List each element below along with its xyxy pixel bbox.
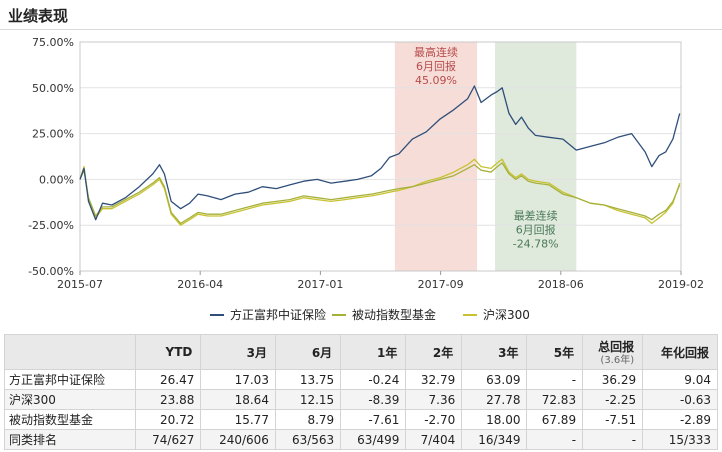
annotation-band [495, 42, 577, 271]
x-tick-label: 2018-06 [538, 278, 584, 291]
table-cell: - [526, 429, 584, 450]
table-cell: 9.04 [642, 369, 718, 390]
table-cell: 13.75 [274, 369, 342, 390]
annotation-label: 45.09% [415, 74, 457, 87]
table-header-cell: 3年 [461, 334, 528, 370]
y-tick-label: 25.00% [32, 128, 74, 141]
table-cell: 63/563 [274, 429, 342, 450]
annotation-label: 6月回报 [516, 223, 556, 237]
legend-swatch [210, 313, 224, 316]
table-cell: 240/606 [200, 429, 276, 450]
x-tick-label: 2016-04 [177, 278, 223, 291]
legend-item[interactable]: 方正富邦中证保险 [210, 306, 326, 323]
legend-label: 方正富邦中证保险 [230, 308, 327, 322]
table-cell: -8.39 [340, 389, 407, 410]
table-row: 沪深300 23.88 18.64 12.15 -8.39 7.36 27.78 72.83-… [3, 389, 718, 410]
table-cell: 23.88 [135, 389, 202, 410]
legend-label: 被动指数型基金 [352, 308, 437, 322]
legend-item[interactable]: 被动指数型基金 [332, 306, 436, 323]
legend-swatch [332, 313, 346, 316]
table-row: 方正富邦中证保险 26.47 17.03 13.75 -0.24 32.79 63.09-3… [3, 369, 718, 390]
table-cell: -0.63 [642, 389, 718, 410]
table-header-cell: 总回报 (3.6年) [582, 334, 644, 370]
table-cell: 方正富邦中证保险 [3, 369, 137, 390]
plot-frame [79, 41, 682, 272]
table-cell: 26.47 [135, 369, 202, 390]
x-tick-label: 2017-01 [297, 278, 343, 291]
section-title: 业绩表现 [8, 7, 69, 25]
table-cell: 20.72 [135, 409, 202, 430]
table-cell: 18.00 [461, 409, 528, 430]
table-cell: 36.29 [582, 369, 644, 390]
table-cell: 16/349 [461, 429, 528, 450]
table-cell: 74/627 [135, 429, 202, 450]
table-cell: 7/404 [405, 429, 463, 450]
legend-label: 沪深300 [483, 308, 530, 322]
series-line [79, 85, 681, 221]
y-tick-label: -50.00% [28, 265, 74, 278]
table-cell: 被动指数型基金 [3, 409, 137, 430]
table-row: 同类排名 74/627 240/606 63/563 63/499 7/404 16/349… [3, 429, 718, 450]
table-cell: - [582, 429, 644, 450]
table-cell: 8.79 [274, 409, 342, 430]
y-tick-label: 75.00% [32, 36, 74, 49]
table-cell: -2.25 [582, 389, 644, 410]
table-body: 方正富邦中证保险 26.47 17.03 13.75 -0.24 32.79 63.09-3… [3, 369, 718, 450]
table-cell: -7.51 [582, 409, 644, 430]
performance-chart: 75.00%50.00%25.00%0.00%-25.00%-50.00%201… [28, 36, 704, 291]
y-tick-label: 50.00% [32, 82, 74, 95]
table-cell: 32.79 [405, 369, 463, 390]
annotation-label: -24.78% [513, 238, 559, 251]
table-header-cell: 3月 [200, 334, 276, 370]
table-header-cell: 年化回报 [642, 334, 718, 370]
table-cell: 15.77 [200, 409, 276, 430]
x-tick-label: 2017-09 [418, 278, 464, 291]
table-cell: - [526, 369, 584, 390]
table-header-cell: 1年 [340, 334, 407, 370]
y-tick-label: -25.00% [28, 219, 74, 232]
y-tick-label: 0.00% [39, 173, 74, 186]
table-cell: 沪深300 [3, 389, 137, 410]
table-cell: 72.83 [526, 389, 584, 410]
table-cell: 15/333 [642, 429, 718, 450]
annotation-label: 最差连续 [514, 209, 558, 223]
table-cell: 63.09 [461, 369, 528, 390]
section-header: 业绩表现 [0, 0, 722, 30]
table-cell: 17.03 [200, 369, 276, 390]
table-cell: 67.89 [526, 409, 584, 430]
table-header-row: YTD 3月 6月 1年 2年 3年 5年 总回报 (3.6年) 年化回报 [3, 334, 718, 370]
annotation-label: 6月回报 [416, 59, 456, 73]
table-row: 被动指数型基金 20.72 15.77 8.79 -7.61 -2.70 18.00 67.8… [3, 409, 718, 430]
annotation-band [394, 42, 478, 271]
table-cell: 同类排名 [3, 429, 137, 450]
table-cell: -2.70 [405, 409, 463, 430]
annotation-label: 最高连续 [414, 45, 458, 59]
series-line [79, 162, 681, 225]
legend-swatch [463, 313, 477, 316]
table-cell: 18.64 [200, 389, 276, 410]
table-cell: -0.24 [340, 369, 407, 390]
x-tick-label: 2019-02 [658, 278, 704, 291]
table-cell: 63/499 [340, 429, 407, 450]
table-cell: 7.36 [405, 389, 463, 410]
table-cell: -2.89 [642, 409, 718, 430]
performance-table: YTD 3月 6月 1年 2年 3年 5年 总回报 (3.6年) 年化回报 方正富邦中证保险 26.… [3, 334, 718, 450]
legend-item[interactable]: 沪深300 [463, 306, 530, 323]
chart-legend: 方正富邦中证保险 被动指数型基金 沪深300 [0, 304, 722, 324]
table-header-cell: 5年 [526, 334, 584, 370]
table-header-cell: 2年 [405, 334, 463, 370]
table-cell: 12.15 [274, 389, 342, 410]
table-header-cell [3, 334, 137, 370]
table-header-cell: YTD [135, 334, 202, 370]
table-cell: 27.78 [461, 389, 528, 410]
table-header-subtitle: (3.6年) [600, 355, 635, 366]
x-tick-label: 2015-07 [57, 278, 103, 291]
table-header-cell: 6月 [274, 334, 342, 370]
table-cell: -7.61 [340, 409, 407, 430]
